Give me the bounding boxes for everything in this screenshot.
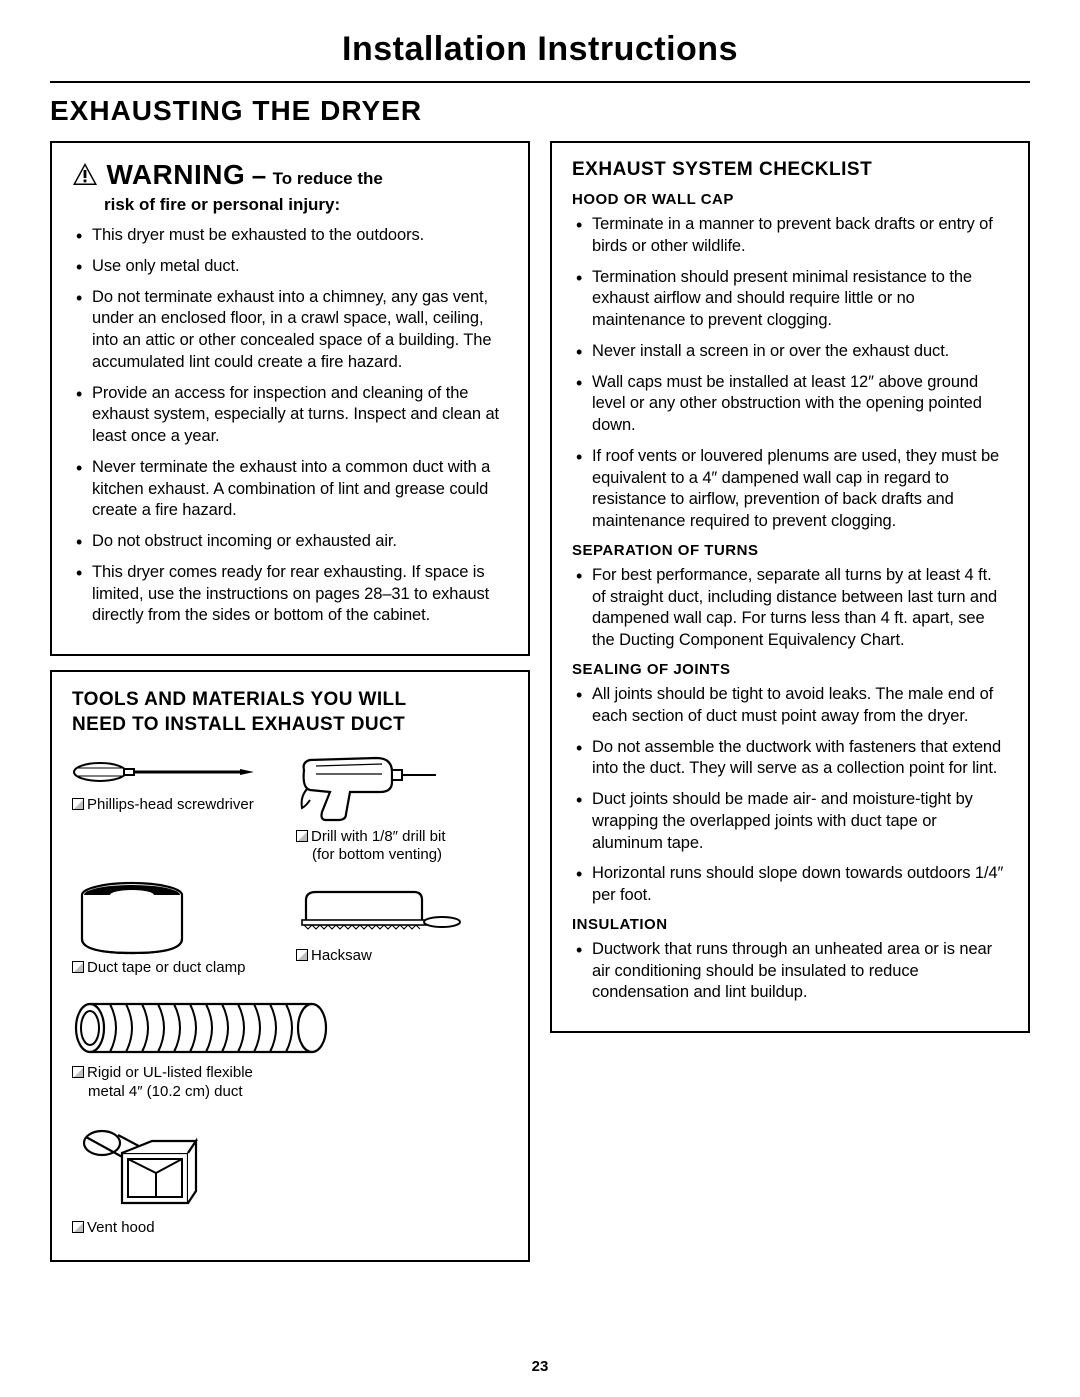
checklist-bullets: Terminate in a manner to prevent back dr… [572,214,1008,533]
page-title: Installation Instructions [50,30,1030,69]
tools-grid: Phillips-head screwdriver [72,752,508,1239]
warning-bullet: Do not terminate exhaust into a chimney,… [72,287,508,374]
page-number: 23 [0,1358,1080,1375]
tool-tape: Duct tape or duct clamp [72,883,284,978]
tool-duct: Rigid or UL-listed flexiblemetal 4″ (10.… [72,996,508,1102]
checkbox-icon [72,798,84,810]
warning-bullet: This dryer comes ready for rear exhausti… [72,562,508,627]
warning-bullet: Provide an access for inspection and cle… [72,383,508,448]
tape-icon [72,883,284,955]
checklist-bullet: Termination should present minimal resis… [572,267,1008,332]
checkbox-icon [72,961,84,973]
checklist-bullet: If roof vents or louvered plenums are us… [572,446,1008,533]
right-column: EXHAUST SYSTEM CHECKLIST HOOD OR WALL CA… [550,141,1030,1262]
warning-bullet: This dryer must be exhausted to the outd… [72,225,508,247]
checklist-bullets: For best performance, separate all turns… [572,565,1008,652]
warning-bullets: This dryer must be exhausted to the outd… [72,225,508,627]
checkbox-icon [72,1221,84,1233]
checkbox-icon [296,830,308,842]
warning-box: WARNING – To reduce the risk of fire or … [50,141,530,656]
checklist-subheading: INSULATION [572,916,1008,933]
tool-venthood: Vent hood [72,1119,508,1238]
left-column: WARNING – To reduce the risk of fire or … [50,141,530,1262]
tool-label: Drill with 1/8″ drill bit(for bottom ven… [296,828,508,866]
tool-label: Duct tape or duct clamp [72,959,284,978]
tools-title-l1: TOOLS AND MATERIALS YOU WILL [72,689,407,710]
checklist-body: HOOD OR WALL CAP Terminate in a manner to… [572,191,1008,1004]
checklist-subheading: HOOD OR WALL CAP [572,191,1008,208]
checklist-bullet: Wall caps must be installed at least 12″… [572,372,1008,437]
venthood-icon [72,1119,508,1215]
warning-bullet: Do not obstruct incoming or exhausted ai… [72,531,508,553]
warning-bullet: Use only metal duct. [72,256,508,278]
tools-title: TOOLS AND MATERIALS YOU WILL NEED TO INS… [72,688,508,737]
checklist-bullets: All joints should be tight to avoid leak… [572,684,1008,907]
checklist-bullet: Horizontal runs should slope down toward… [572,863,1008,907]
tool-label: Rigid or UL-listed flexiblemetal 4″ (10.… [72,1064,508,1102]
drill-icon [296,752,508,824]
checkbox-icon [296,949,308,961]
warning-tail: To reduce the [273,169,383,188]
hacksaw-icon [296,883,508,943]
checklist-bullet: Terminate in a manner to prevent back dr… [572,214,1008,258]
warning-subtext: risk of fire or personal injury: [104,195,508,215]
checklist-bullet: For best performance, separate all turns… [572,565,1008,652]
tool-drill: Drill with 1/8″ drill bit(for bottom ven… [296,752,508,866]
tool-label: Hacksaw [296,947,508,966]
tool-label: Phillips-head screwdriver [72,796,284,815]
checklist-bullets: Ductwork that runs through an unheated a… [572,939,1008,1004]
checklist-bullet: Never install a screen in or over the ex… [572,341,1008,363]
warning-heading: WARNING – To reduce the [72,159,508,191]
warning-dash: – [252,160,266,190]
warning-word: WARNING [106,159,245,190]
tool-label: Vent hood [72,1219,508,1238]
checklist-bullet: Do not assemble the ductwork with fasten… [572,737,1008,781]
tools-title-l2: NEED TO INSTALL EXHAUST DUCT [72,714,405,735]
columns: WARNING – To reduce the risk of fire or … [50,141,1030,1262]
duct-icon [72,996,508,1060]
checkbox-icon [72,1066,84,1078]
checklist-subheading: SEPARATION OF TURNS [572,542,1008,559]
screwdriver-icon [72,752,284,792]
checklist-bullet: Duct joints should be made air- and mois… [572,789,1008,854]
tool-hacksaw: Hacksaw [296,883,508,978]
tools-box: TOOLS AND MATERIALS YOU WILL NEED TO INS… [50,670,530,1262]
warning-bullet: Never terminate the exhaust into a commo… [72,457,508,522]
warning-icon [72,162,98,191]
checklist-bullet: Ductwork that runs through an unheated a… [572,939,1008,1004]
rule [50,81,1030,83]
checklist-bullet: All joints should be tight to avoid leak… [572,684,1008,728]
checklist-box: EXHAUST SYSTEM CHECKLIST HOOD OR WALL CA… [550,141,1030,1033]
checklist-subheading: SEALING OF JOINTS [572,661,1008,678]
section-title: EXHAUSTING THE DRYER [50,95,1030,127]
checklist-title: EXHAUST SYSTEM CHECKLIST [572,159,1008,181]
tool-screwdriver: Phillips-head screwdriver [72,752,284,866]
